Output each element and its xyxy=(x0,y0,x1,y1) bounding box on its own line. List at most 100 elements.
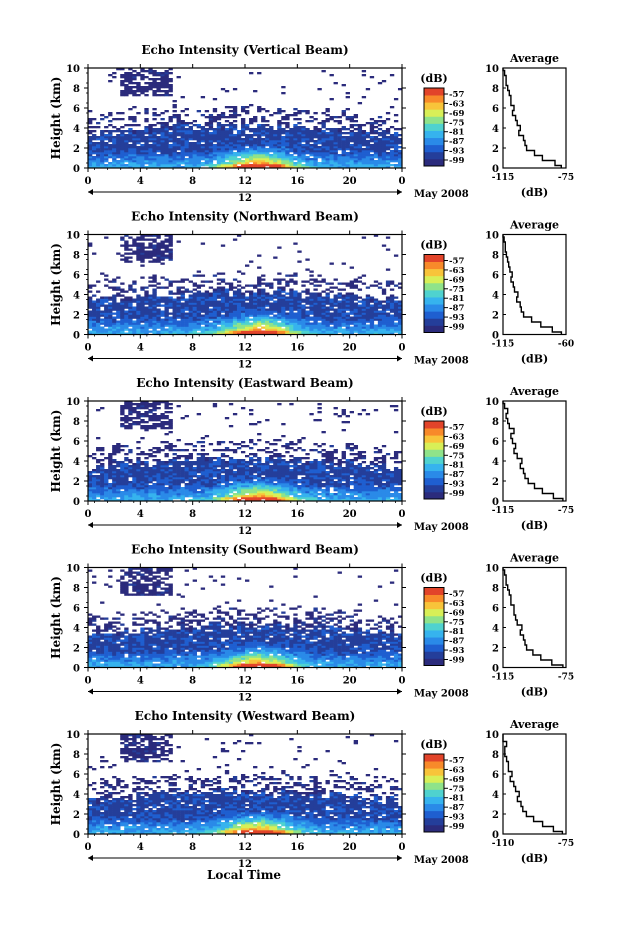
heatmap-cell xyxy=(373,328,379,331)
heatmap-cell xyxy=(261,320,266,323)
heatmap-cell xyxy=(297,152,302,155)
heatmap-cell xyxy=(136,236,141,239)
heatmap-cell xyxy=(349,158,354,161)
heatmap-cell xyxy=(349,310,354,313)
heatmap-cell xyxy=(265,138,270,141)
heatmap-cell xyxy=(289,114,294,117)
heatmap-cell xyxy=(345,118,350,121)
heatmap-cell xyxy=(365,88,371,91)
heatmap-cell xyxy=(273,324,278,327)
heatmap-cell xyxy=(124,78,129,81)
heatmap-cell xyxy=(212,499,218,502)
heatmap-cell xyxy=(88,497,93,500)
heatmap-cell xyxy=(120,326,125,329)
heatmap-cell xyxy=(305,280,310,283)
heatmap-cell xyxy=(108,156,113,159)
heatmap-cell xyxy=(112,158,117,161)
heatmap-cell xyxy=(289,314,294,317)
heatmap-cell xyxy=(140,471,145,474)
heatmap-cell xyxy=(265,128,270,131)
heatmap-cell xyxy=(289,130,294,133)
heatmap-cell xyxy=(108,491,113,494)
heatmap-cell xyxy=(257,160,262,163)
heatmap-cell xyxy=(160,481,165,484)
heatmap-cell xyxy=(269,296,274,299)
heatmap-cell xyxy=(220,124,226,127)
heatmap-cell xyxy=(289,292,294,295)
heatmap-cell xyxy=(313,142,318,145)
heatmap-cell xyxy=(333,152,338,155)
heatmap-cell xyxy=(220,322,226,325)
x-tick-label: 16 xyxy=(290,343,304,354)
heatmap-cell xyxy=(369,118,375,121)
heatmap-cell xyxy=(144,328,149,331)
heatmap-cell xyxy=(156,308,161,311)
heatmap-cell xyxy=(240,144,246,147)
heatmap-cell xyxy=(132,499,137,502)
heatmap-cell xyxy=(337,310,342,313)
heatmap-cell xyxy=(136,150,141,153)
heatmap-cell xyxy=(96,144,101,147)
heatmap-cell xyxy=(273,134,278,137)
heatmap-cell xyxy=(369,150,375,153)
heatmap-cell xyxy=(265,332,270,335)
heatmap-cell xyxy=(373,146,379,149)
heatmap-cell xyxy=(128,306,133,309)
heatmap-cell xyxy=(297,122,302,125)
heatmap-cell xyxy=(184,162,189,165)
heatmap-cell xyxy=(373,152,379,155)
heatmap-cell xyxy=(92,146,97,149)
heatmap-cell xyxy=(184,304,189,307)
heatmap-cell xyxy=(333,146,338,149)
heatmap-cell xyxy=(128,314,133,317)
heatmap-cell xyxy=(385,144,391,147)
heatmap-cell xyxy=(216,278,222,281)
heatmap-cell xyxy=(301,128,306,131)
heatmap-cell xyxy=(156,475,161,478)
heatmap-cell xyxy=(136,310,141,313)
heatmap-cell xyxy=(200,457,206,460)
heatmap-cell xyxy=(200,162,206,165)
heatmap-cell xyxy=(220,328,226,331)
heatmap-cell xyxy=(124,467,129,470)
heatmap-cell xyxy=(104,497,109,500)
heatmap-cell xyxy=(353,306,359,309)
heatmap-cell xyxy=(277,272,282,275)
heatmap-cell xyxy=(240,148,246,151)
heatmap-cell xyxy=(156,260,161,263)
heatmap-cell xyxy=(120,481,125,484)
heatmap-cell xyxy=(321,138,326,141)
heatmap-cell xyxy=(337,146,342,149)
heatmap-cell xyxy=(196,292,202,295)
heatmap-cell xyxy=(156,465,161,468)
heatmap-cell xyxy=(180,449,185,452)
heatmap-cell xyxy=(88,489,93,492)
heatmap-cell xyxy=(228,154,234,157)
heatmap-cell xyxy=(184,306,189,309)
heatmap-cell xyxy=(236,314,242,317)
heatmap-cell xyxy=(136,417,141,420)
heatmap-cell xyxy=(236,294,242,297)
heatmap-cell xyxy=(208,164,214,167)
heatmap-cell xyxy=(156,401,161,404)
heatmap-cell xyxy=(136,124,141,127)
heatmap-cell xyxy=(329,298,334,301)
heatmap-cell xyxy=(309,310,314,313)
heatmap-cell xyxy=(144,234,149,237)
heatmap-cell xyxy=(92,284,97,287)
heatmap-cell xyxy=(345,96,350,99)
heatmap-cell xyxy=(249,491,254,494)
heatmap-cell xyxy=(160,134,165,137)
heatmap-cell xyxy=(164,475,169,478)
heatmap-cell xyxy=(216,457,222,460)
heatmap-cell xyxy=(381,304,387,307)
heatmap-cell xyxy=(353,294,359,297)
heatmap-cell xyxy=(309,152,314,155)
heatmap-cell xyxy=(156,128,161,131)
heatmap-cell xyxy=(176,154,181,157)
heatmap-cell xyxy=(140,306,145,309)
heatmap-cell xyxy=(136,477,141,480)
heatmap-cell xyxy=(120,112,125,115)
heatmap-cell xyxy=(172,487,177,490)
heatmap-cell xyxy=(108,495,113,498)
